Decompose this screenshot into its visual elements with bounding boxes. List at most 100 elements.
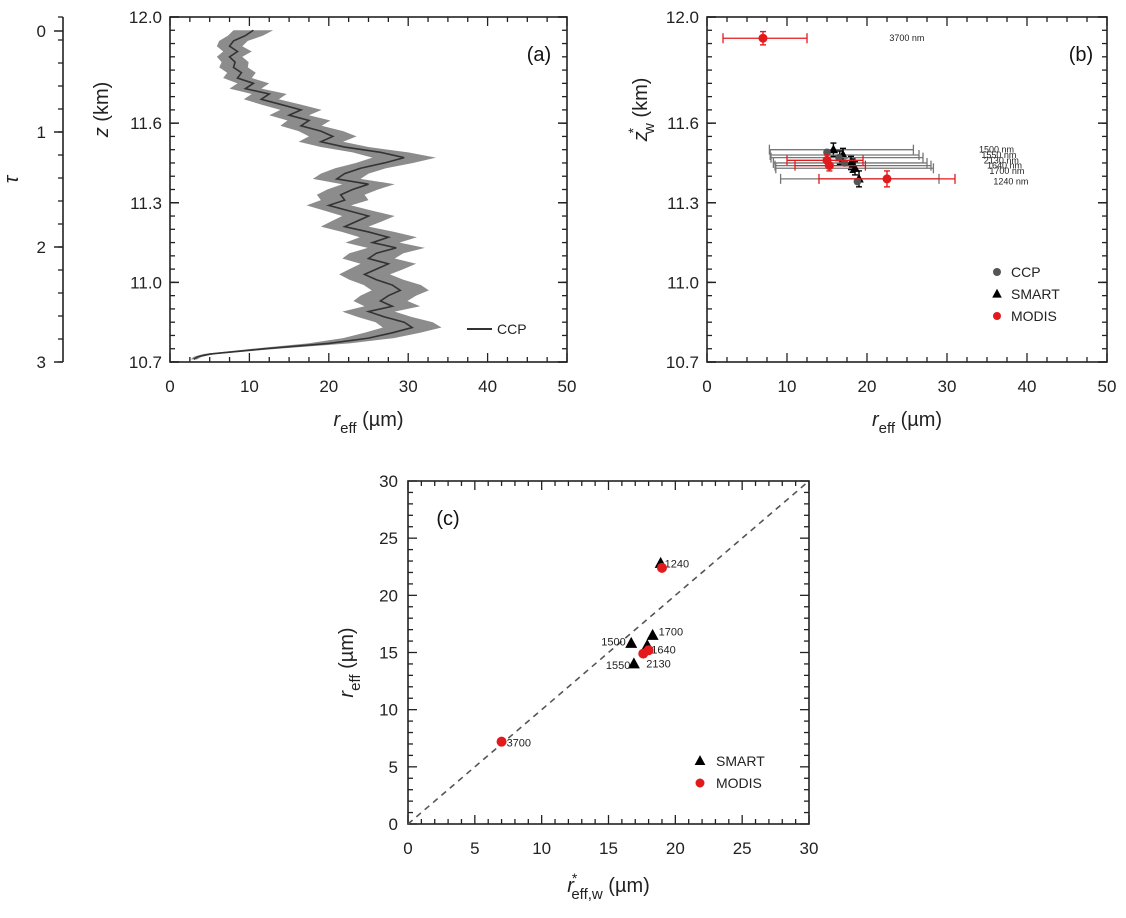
y-axis-label-text: z*w (km) (625, 78, 658, 143)
legend-label-ccp: CCP (1011, 264, 1041, 280)
wavelength-label: 1640 (651, 645, 675, 657)
y-axis-label-unit: (km) (91, 82, 113, 128)
wavelength-annotation: 1640 nm (987, 161, 1022, 171)
x-tick-label: 40 (1018, 377, 1037, 396)
legend-label-smart: SMART (1011, 286, 1060, 302)
x-tick-label: 15 (599, 839, 618, 858)
ccp-point-group (823, 148, 831, 157)
x-axis-label-unit: (µm) (895, 409, 942, 431)
modis-point-group (818, 170, 956, 188)
x-axis-label-unit: (µm) (603, 875, 650, 897)
x-tick-label: 30 (938, 377, 957, 396)
y-tick-label: 10.7 (666, 353, 699, 372)
x-tick-label: 50 (558, 377, 577, 396)
legend-marker-modis (695, 778, 705, 788)
ccp-point-group (835, 153, 843, 162)
x-tick-label: 10 (778, 377, 797, 396)
modis-marker (496, 736, 507, 747)
ccp-uncertainty-band (190, 30, 442, 360)
y-axis-label-sub: w (641, 123, 658, 135)
x-axis-label-text: reff (µm) (872, 409, 942, 437)
ccp-marker (853, 177, 862, 186)
y-axis-label-sup: * (625, 127, 641, 133)
y-tick-label: 11.0 (667, 273, 699, 292)
y-tick-label: 12.0 (129, 8, 162, 27)
wavelength-annotation: 3700 nm (889, 33, 924, 43)
ccp-point-group (853, 177, 862, 186)
x-tick-label: 25 (733, 839, 752, 858)
x-axis-label-sub: eff,w (571, 886, 603, 903)
tick-marks (407, 480, 810, 825)
legend-label-smart: SMART (716, 753, 765, 769)
y-axis-label-main: z (630, 131, 652, 142)
x-axis-label-main: r (567, 875, 575, 897)
ccp-point-group (840, 159, 849, 167)
x-tick-label: 0 (702, 377, 711, 396)
y-tick-label: 5 (389, 758, 398, 777)
wavelength-label: 1700 (659, 626, 683, 638)
y-tick-label: 11.3 (667, 194, 699, 213)
x-tick-label: 30 (800, 839, 819, 858)
modis-marker (656, 562, 667, 573)
panel-label: (a) (527, 44, 551, 66)
wavelength-label: 2130 (646, 659, 670, 671)
x-axis-label-sup: * (572, 870, 578, 886)
x-tick-label: 0 (165, 377, 174, 396)
tau-tick-label: 3 (37, 353, 46, 372)
modis-marker (758, 33, 768, 43)
x-axis-label-main: r (872, 409, 880, 431)
x-axis-label-text: r* eff,w (µm) (567, 870, 650, 903)
panel-b: 10.7 11.0 11.3 11.6 12.0 0 10 20 30 40 50 3700 nm 15… (625, 8, 1116, 437)
x-tick-label: 10 (532, 839, 551, 858)
wavelength-label: 3700 (507, 738, 531, 750)
smart-marker (850, 163, 860, 172)
y-tick-label: 11.6 (667, 114, 699, 133)
y-axis-label-main: z (91, 127, 113, 138)
x-axis-label-main: r (333, 409, 341, 431)
modis-point-group (722, 30, 808, 46)
y-axis-label-main: r (336, 690, 358, 698)
wavelength-label: 1240 (665, 558, 689, 570)
smart-marker (625, 636, 638, 648)
tau-axis-label: τ (1, 174, 23, 183)
x-tick-label: 20 (666, 839, 685, 858)
panel-a: 10.7 11.0 11.3 11.6 12.0 0 10 20 30 40 50 0 1 2 3 τ z (k… (1, 8, 576, 437)
y-tick-label: 10.7 (129, 353, 162, 372)
x-axis-label-text: reff (µm) (333, 409, 403, 437)
one-to-one-line (407, 480, 810, 825)
x-tick-label: 50 (1098, 377, 1117, 396)
y-tick-label: 20 (379, 586, 398, 605)
x-axis-label-unit: (µm) (357, 409, 404, 431)
y-tick-label: 12.0 (666, 8, 699, 27)
y-axis-label-text: z (km) (91, 82, 113, 139)
modis-point-group (794, 159, 867, 172)
modis-marker (882, 174, 892, 184)
ccp-profile-line (193, 29, 415, 361)
y-tick-label: 11.6 (130, 114, 162, 133)
legend-label-modis: MODIS (1011, 308, 1057, 324)
wavelength-annotation: 1550 nm (981, 150, 1016, 160)
tau-tick-label: 0 (37, 22, 46, 41)
tick-marks (169, 16, 568, 363)
panel-label: (b) (1069, 44, 1093, 66)
wavelength-label: 1550 (606, 660, 630, 672)
ccp-marker (823, 148, 831, 157)
smart-point-group (768, 142, 915, 158)
y-axis-label: reff (µm) (336, 627, 364, 697)
tau-tick-label: 1 (37, 123, 46, 142)
x-axis-label-sub: eff (879, 420, 896, 437)
x-tick-label: 30 (399, 377, 418, 396)
legend-marker-modis (993, 312, 1001, 320)
legend-label-modis: MODIS (716, 775, 762, 791)
wavelength-annotation: 2130 nm (984, 155, 1019, 165)
modis-marker (638, 648, 649, 659)
smart-marker (646, 628, 659, 640)
y-axis-label: z (km) (91, 82, 113, 139)
x-tick-label: 10 (240, 377, 259, 396)
x-tick-label: 0 (403, 839, 412, 858)
x-tick-label: 5 (470, 839, 479, 858)
x-tick-label: 20 (858, 377, 877, 396)
y-axis-label-unit: (km) (630, 78, 652, 124)
smart-marker (828, 144, 839, 154)
